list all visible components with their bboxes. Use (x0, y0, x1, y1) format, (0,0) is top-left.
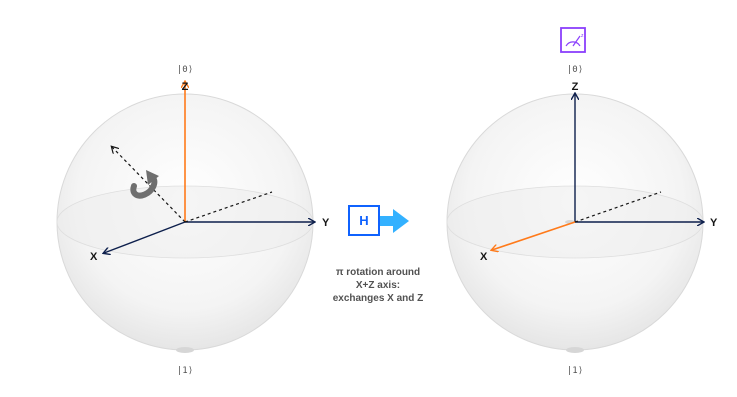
left-x-label: X (90, 251, 98, 263)
right-x-axis (492, 221, 576, 250)
rotation-arrow-icon (130, 170, 159, 199)
left-x-axis (104, 221, 186, 253)
right-ket-zero: |0⟩ (567, 65, 583, 75)
right-ket-one: |1⟩ (567, 366, 583, 376)
svg-text:z: z (581, 33, 584, 39)
left-ket-zero: |0⟩ (177, 65, 193, 75)
caption-line-3: exchanges X and Z (333, 293, 424, 304)
gate-label: H (359, 213, 368, 228)
left-y-label: Y (322, 217, 330, 229)
measurement-gauge-icon: z (560, 27, 586, 53)
left-z-label: Z (182, 81, 189, 93)
left-bloch-sphere: |0⟩ Z Y X |1⟩ (56, 65, 330, 376)
caption: π rotation around X+Z axis: exchanges X … (333, 267, 424, 304)
left-ket-one: |1⟩ (177, 366, 193, 376)
hadamard-gate: H (348, 205, 409, 236)
right-z-label: Z (572, 81, 579, 93)
caption-line-2: X+Z axis: (356, 280, 400, 291)
right-x-label: X (480, 251, 488, 263)
right-bloch-sphere: z |0⟩ Z Y X |1⟩ (446, 27, 718, 376)
right-arrow-icon (380, 209, 409, 233)
gate-box (348, 205, 380, 236)
right-y-label: Y (710, 217, 718, 229)
caption-line-1: π rotation around (336, 267, 420, 278)
left-south-pole-marker (176, 347, 194, 353)
right-south-pole-marker (566, 347, 584, 353)
